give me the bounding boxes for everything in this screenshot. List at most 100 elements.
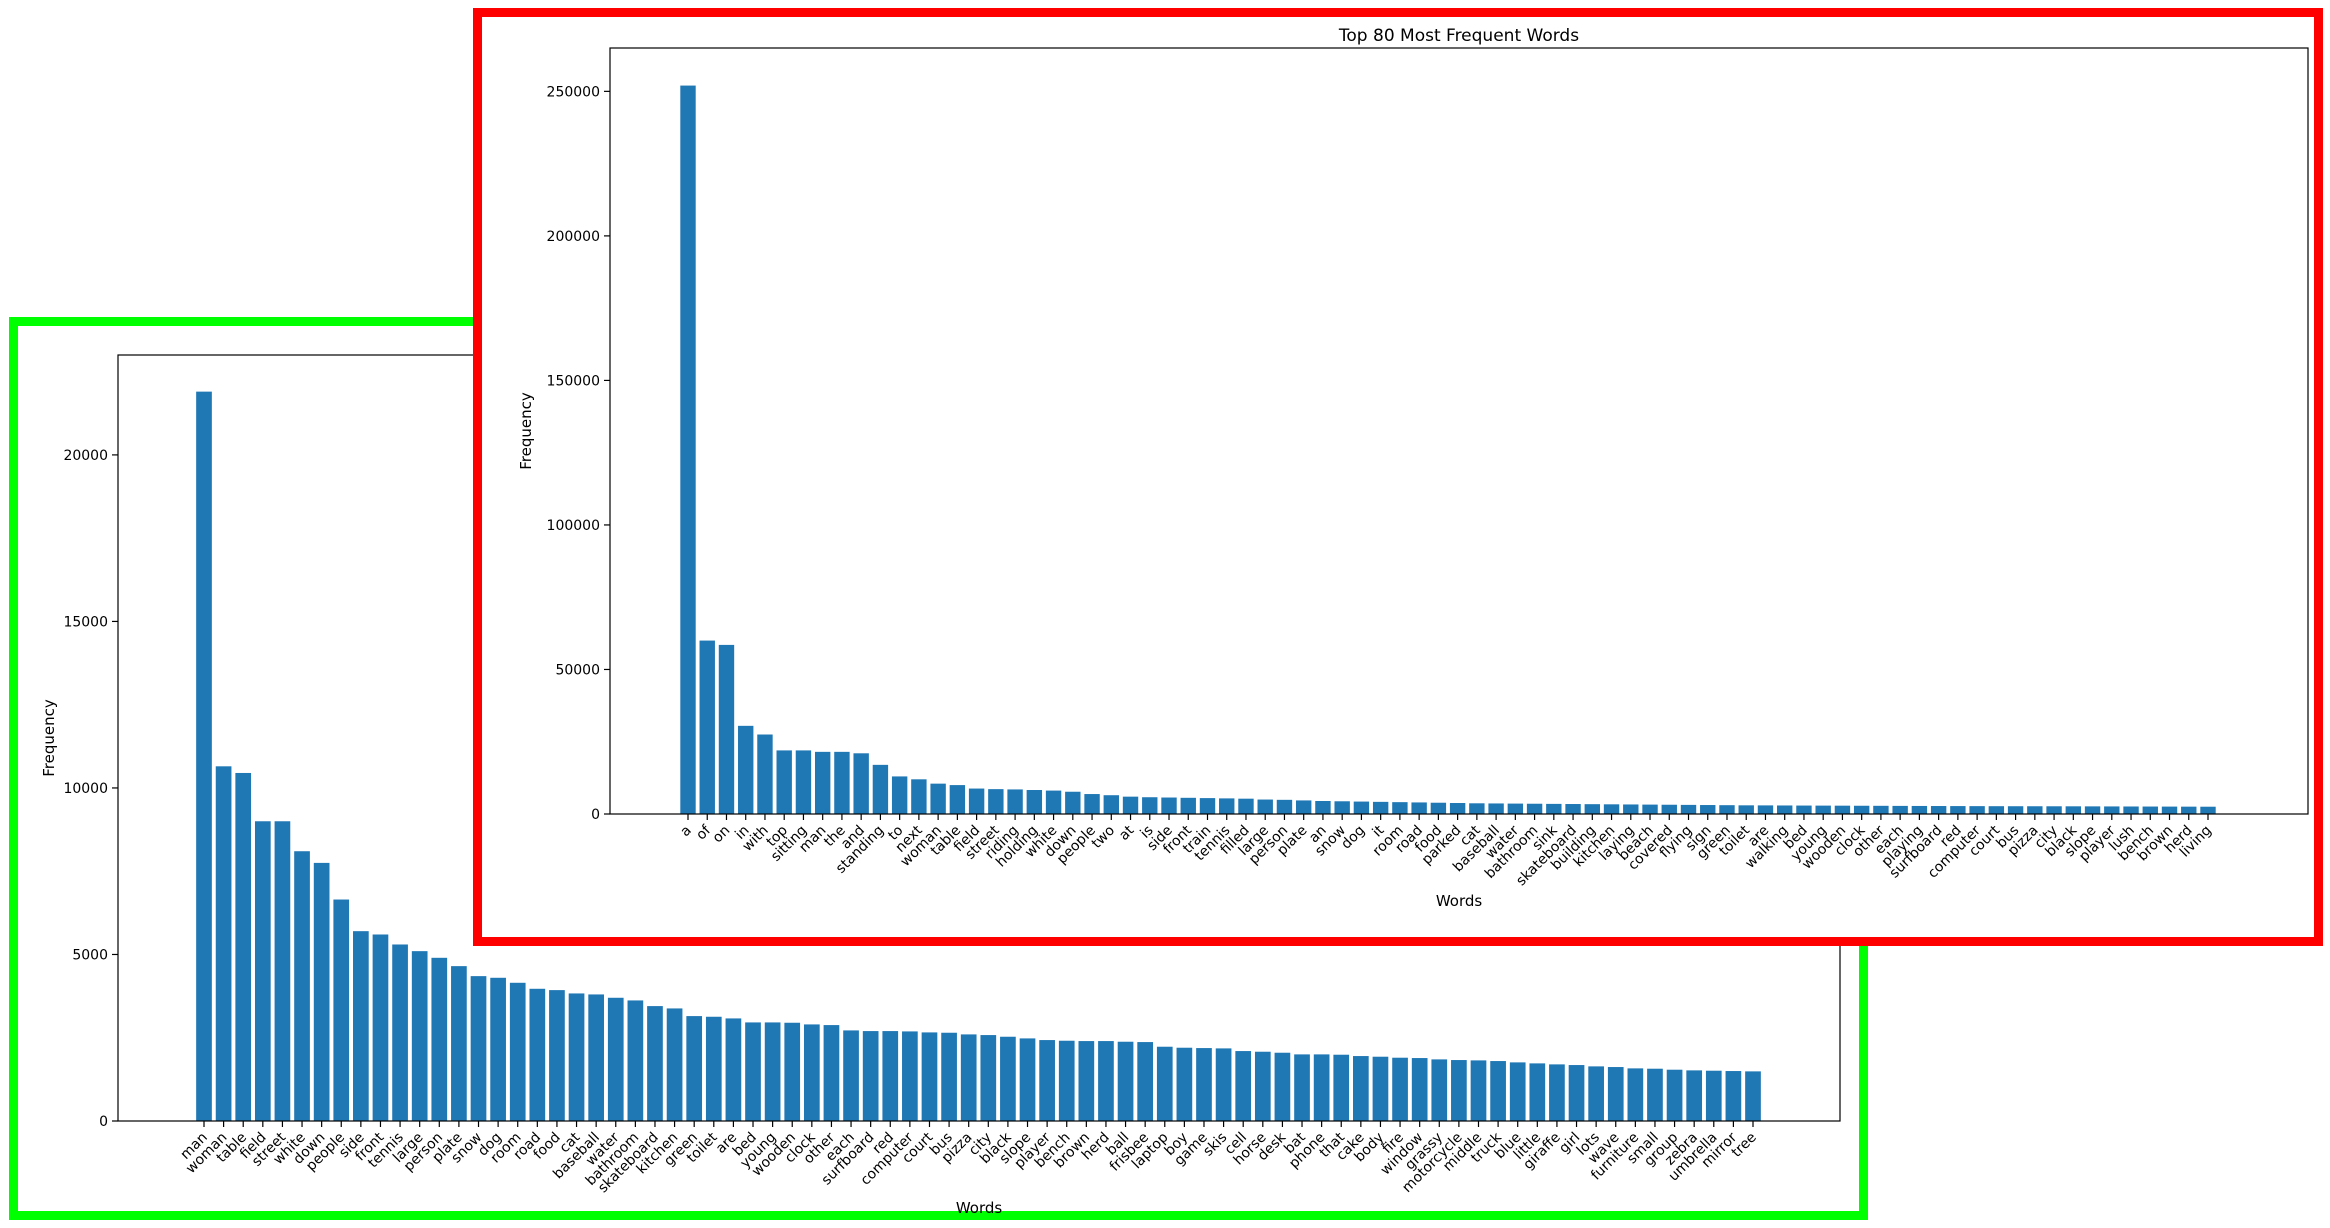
bar-street <box>274 821 291 1121</box>
bar-water <box>607 997 624 1121</box>
bar-blue <box>1509 1062 1526 1121</box>
bar-the <box>834 751 850 814</box>
bar-bus <box>941 1032 957 1121</box>
bar-person <box>431 957 448 1121</box>
bar-pizza <box>960 1034 977 1121</box>
bar-plate <box>451 966 467 1121</box>
bar-computer <box>1969 806 1985 814</box>
bar-toilet <box>1738 805 1754 814</box>
bar-road <box>1411 802 1427 814</box>
bar-laptop <box>1156 1046 1173 1121</box>
bar-down <box>1065 791 1081 814</box>
bar-bench <box>1058 1040 1075 1121</box>
bar-flying <box>1680 804 1697 814</box>
bar-clock <box>1853 805 1870 814</box>
bar-lush <box>2123 806 2139 814</box>
y-tick-label: 0 <box>99 1114 108 1130</box>
bar-slope <box>2084 806 2101 814</box>
bar-is <box>1142 797 1158 814</box>
bar-bench <box>2142 806 2158 814</box>
bar-side <box>353 931 369 1121</box>
bar-herd <box>1098 1041 1114 1121</box>
bar-standing <box>872 764 889 814</box>
bar-at <box>1122 796 1139 814</box>
bar-cake <box>1353 1056 1369 1121</box>
y-tick-label: 250000 <box>547 84 600 100</box>
bar-cat <box>568 993 585 1121</box>
bar-street <box>988 789 1004 814</box>
bar-brown <box>2161 806 2178 814</box>
bar-tennis <box>392 944 408 1121</box>
bar-train <box>1199 798 1216 814</box>
bar-tree <box>1745 1071 1761 1121</box>
bar-phone <box>1313 1054 1330 1121</box>
x-tick-label: on <box>710 823 734 847</box>
bar-side <box>1161 797 1177 814</box>
bar-room <box>1392 802 1408 814</box>
bar-zebra <box>1686 1070 1703 1121</box>
bar-dog <box>490 977 506 1121</box>
bar-dog <box>1353 801 1370 814</box>
bar-skateboard <box>1565 804 1581 814</box>
y-tick-label: 150000 <box>547 373 600 389</box>
bar-that <box>1333 1054 1350 1121</box>
bar-snow <box>1334 801 1350 814</box>
bar-clock <box>803 1024 820 1121</box>
bar-sink <box>1546 803 1562 814</box>
bar-field <box>968 788 985 814</box>
x-tick-label: dog <box>1338 823 1368 853</box>
y-tick-label: 0 <box>591 807 600 823</box>
bar-computer <box>902 1031 918 1121</box>
bar-black <box>1000 1036 1016 1121</box>
bar-chart-top-80-words: Top 80 Most Frequent Words 0 50000 100000 15… <box>517 26 2309 910</box>
bar-furniture <box>1627 1068 1644 1121</box>
bar-woman <box>215 766 232 1121</box>
bar-court <box>921 1032 938 1121</box>
bar-frisbee <box>1137 1042 1154 1121</box>
bar-are <box>725 1018 742 1121</box>
bar-little <box>1529 1063 1546 1121</box>
bar-beach <box>1642 804 1658 814</box>
chart-title: Top 80 Most Frequent Words <box>1338 26 1579 46</box>
bar-window <box>1411 1058 1428 1121</box>
bar-bathroom <box>1526 803 1543 814</box>
bar-in <box>738 725 754 814</box>
bar-plate <box>1296 800 1312 814</box>
bar-person <box>1276 799 1293 814</box>
bar-are <box>1757 805 1774 814</box>
bar-each <box>1892 805 1908 814</box>
bar-white <box>1045 790 1062 814</box>
bar-toilet <box>705 1016 722 1121</box>
bar-tennis <box>1219 798 1235 814</box>
bar-herd <box>2181 806 2197 814</box>
bar-people <box>333 899 350 1121</box>
bar-on <box>718 644 735 814</box>
bar-large <box>411 951 428 1121</box>
bar-small <box>1647 1068 1663 1121</box>
y-tick-label: 10000 <box>63 781 108 797</box>
bar-man <box>196 391 212 1121</box>
bar-kitchen <box>1603 804 1620 814</box>
bar-with <box>757 734 773 814</box>
bar-holding <box>1026 790 1043 814</box>
bar-cat <box>1469 803 1485 814</box>
x-axis-label: Words <box>956 1199 1003 1217</box>
bar-food <box>1430 802 1447 814</box>
bar-sitting <box>795 750 812 814</box>
y-tick-label: 5000 <box>72 947 108 963</box>
bar-woman <box>930 783 946 814</box>
bar-brown <box>1078 1041 1095 1121</box>
bar-table <box>949 785 966 814</box>
x-tick-label: two <box>1089 823 1118 852</box>
bar-body <box>1372 1056 1389 1121</box>
bar-snow <box>470 976 487 1121</box>
bar-fire <box>1392 1057 1408 1121</box>
bar-surfboard <box>1930 806 1947 814</box>
bar-a <box>680 85 696 814</box>
bar-player <box>1039 1040 1055 1121</box>
bar-cell <box>1235 1051 1252 1121</box>
bar-black <box>2065 806 2082 814</box>
y-tick-label: 50000 <box>555 662 600 678</box>
bar-pizza <box>2027 806 2043 814</box>
bar-food <box>549 990 565 1121</box>
